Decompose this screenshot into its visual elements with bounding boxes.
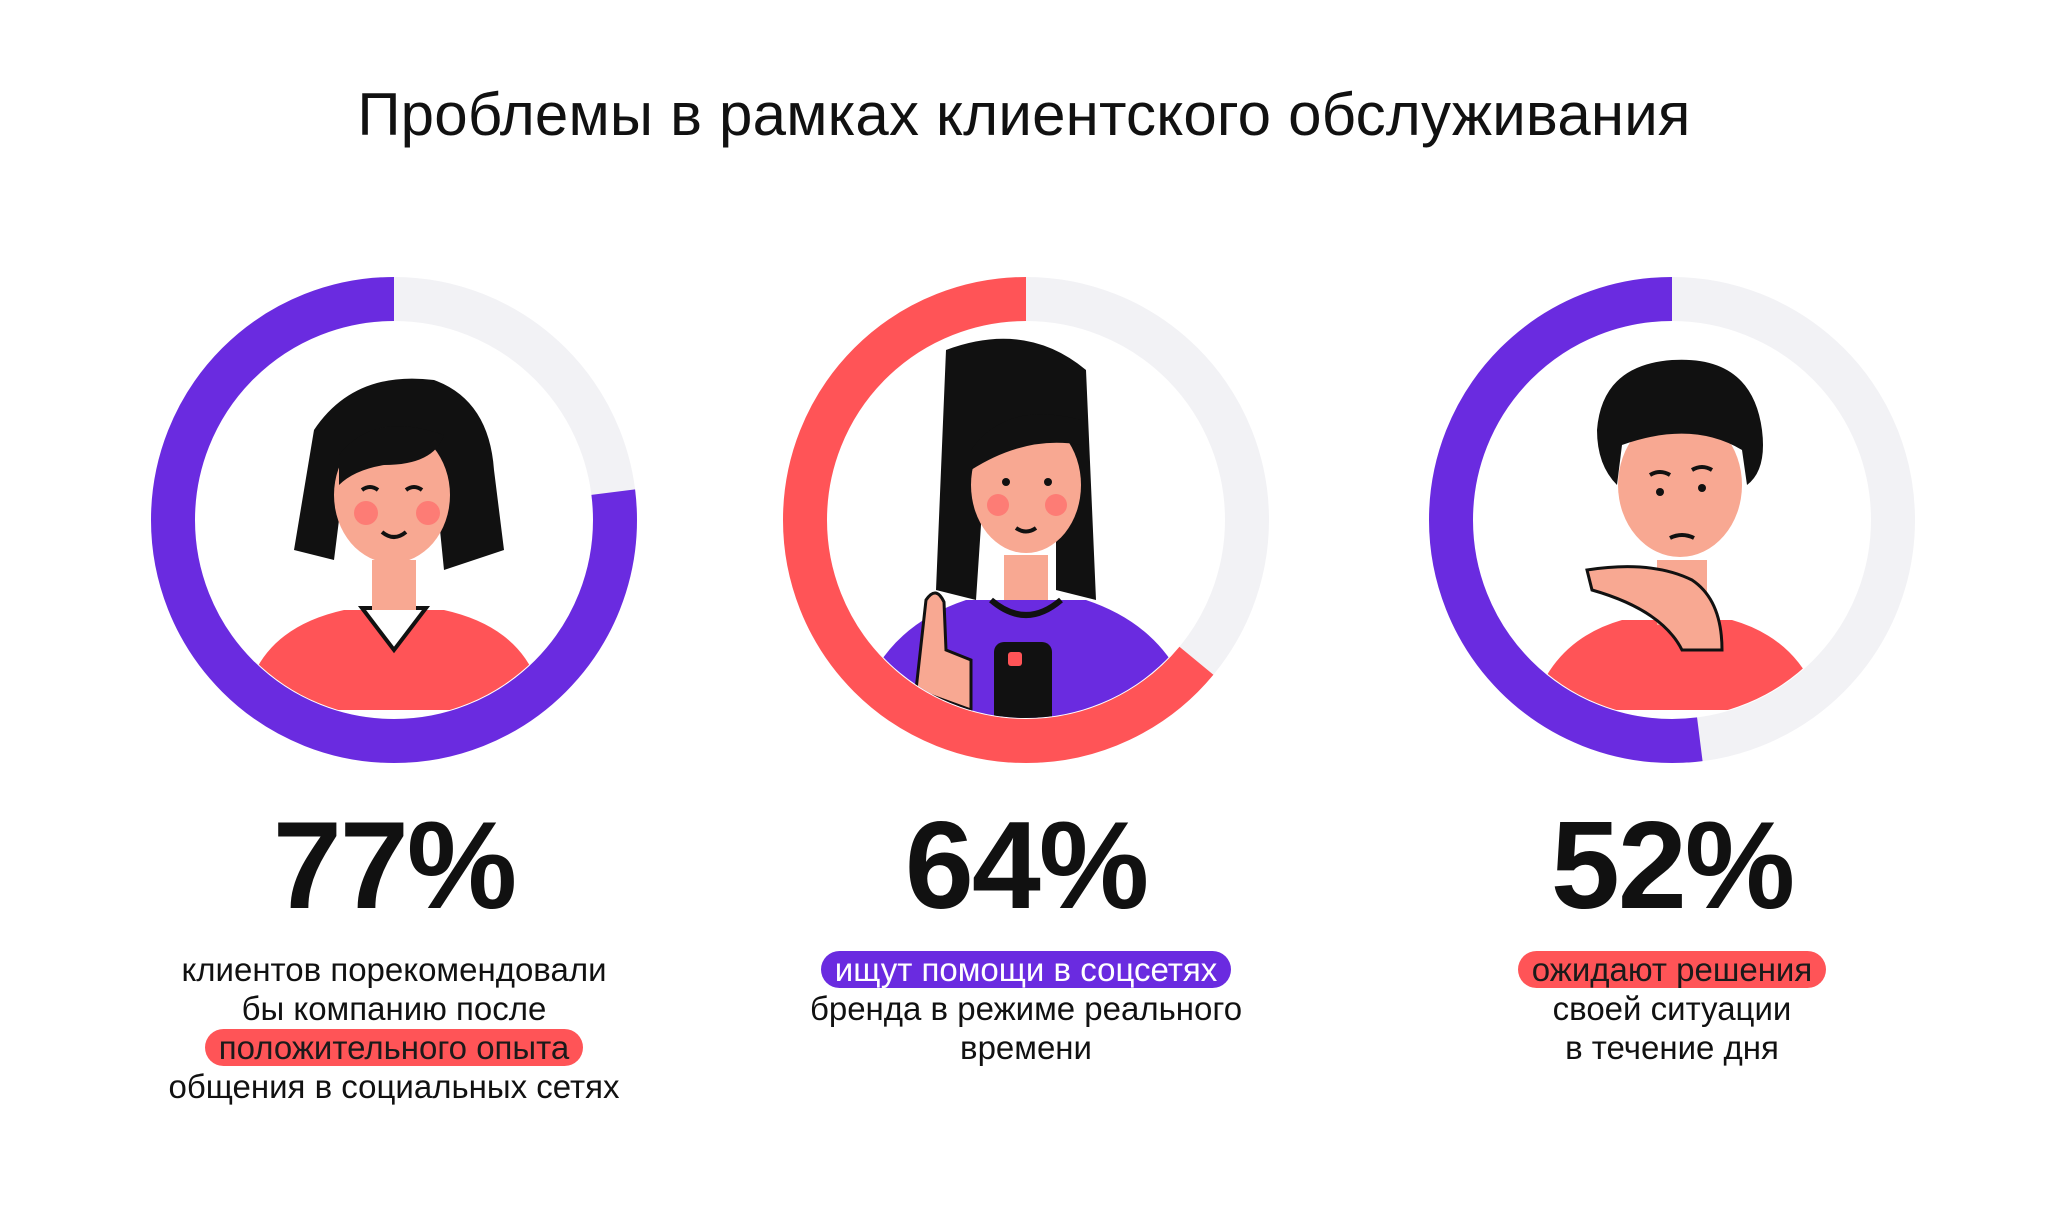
stat-description: ожидают решения своей ситуации в течение…	[1392, 950, 1952, 1067]
donut-arc	[783, 277, 1269, 763]
desc-line: времени	[960, 1029, 1092, 1067]
desc-line-highlight: ищут помощи в соцсетях	[820, 951, 1232, 989]
donut-chart	[1422, 270, 1922, 770]
woman-smiling-illustration	[244, 378, 544, 710]
woman-with-phone-illustration	[856, 338, 1196, 718]
desc-line-highlight: ожидают решения	[1517, 951, 1827, 989]
stat-description: ищут помощи в соцсетях бренда в режиме р…	[746, 950, 1306, 1067]
page-title: Проблемы в рамках клиентского обслуживан…	[357, 81, 1691, 148]
stat-value: 52%	[1550, 797, 1795, 935]
desc-line-highlight: положительного опыта	[204, 1029, 584, 1067]
stat-value: 64%	[904, 797, 1149, 935]
desc-line: бы компанию после	[241, 990, 547, 1028]
stat-description: клиентов порекомендовали бы компанию пос…	[114, 950, 674, 1106]
desc-line: общения в социальных сетях	[168, 1068, 620, 1106]
donut-arc	[151, 277, 637, 763]
desc-line: клиентов порекомендовали	[181, 951, 607, 989]
desc-line: бренда в режиме реального	[809, 990, 1243, 1028]
desc-line: своей ситуации	[1552, 990, 1792, 1028]
man-thinking-illustration	[1532, 359, 1822, 710]
stat-value: 77%	[272, 797, 517, 935]
stat-card: 77% клиентов порекомендовали бы компанию…	[114, 270, 674, 1106]
donut-chart	[144, 270, 644, 770]
desc-line: в течение дня	[1565, 1029, 1779, 1067]
stat-card: 64% ищут помощи в соцсетях бренда в режи…	[746, 270, 1306, 1067]
donut-arc	[1429, 277, 1915, 763]
donut-chart	[776, 270, 1276, 770]
stat-card: 52% ожидают решения своей ситуации в теч…	[1392, 270, 1952, 1067]
